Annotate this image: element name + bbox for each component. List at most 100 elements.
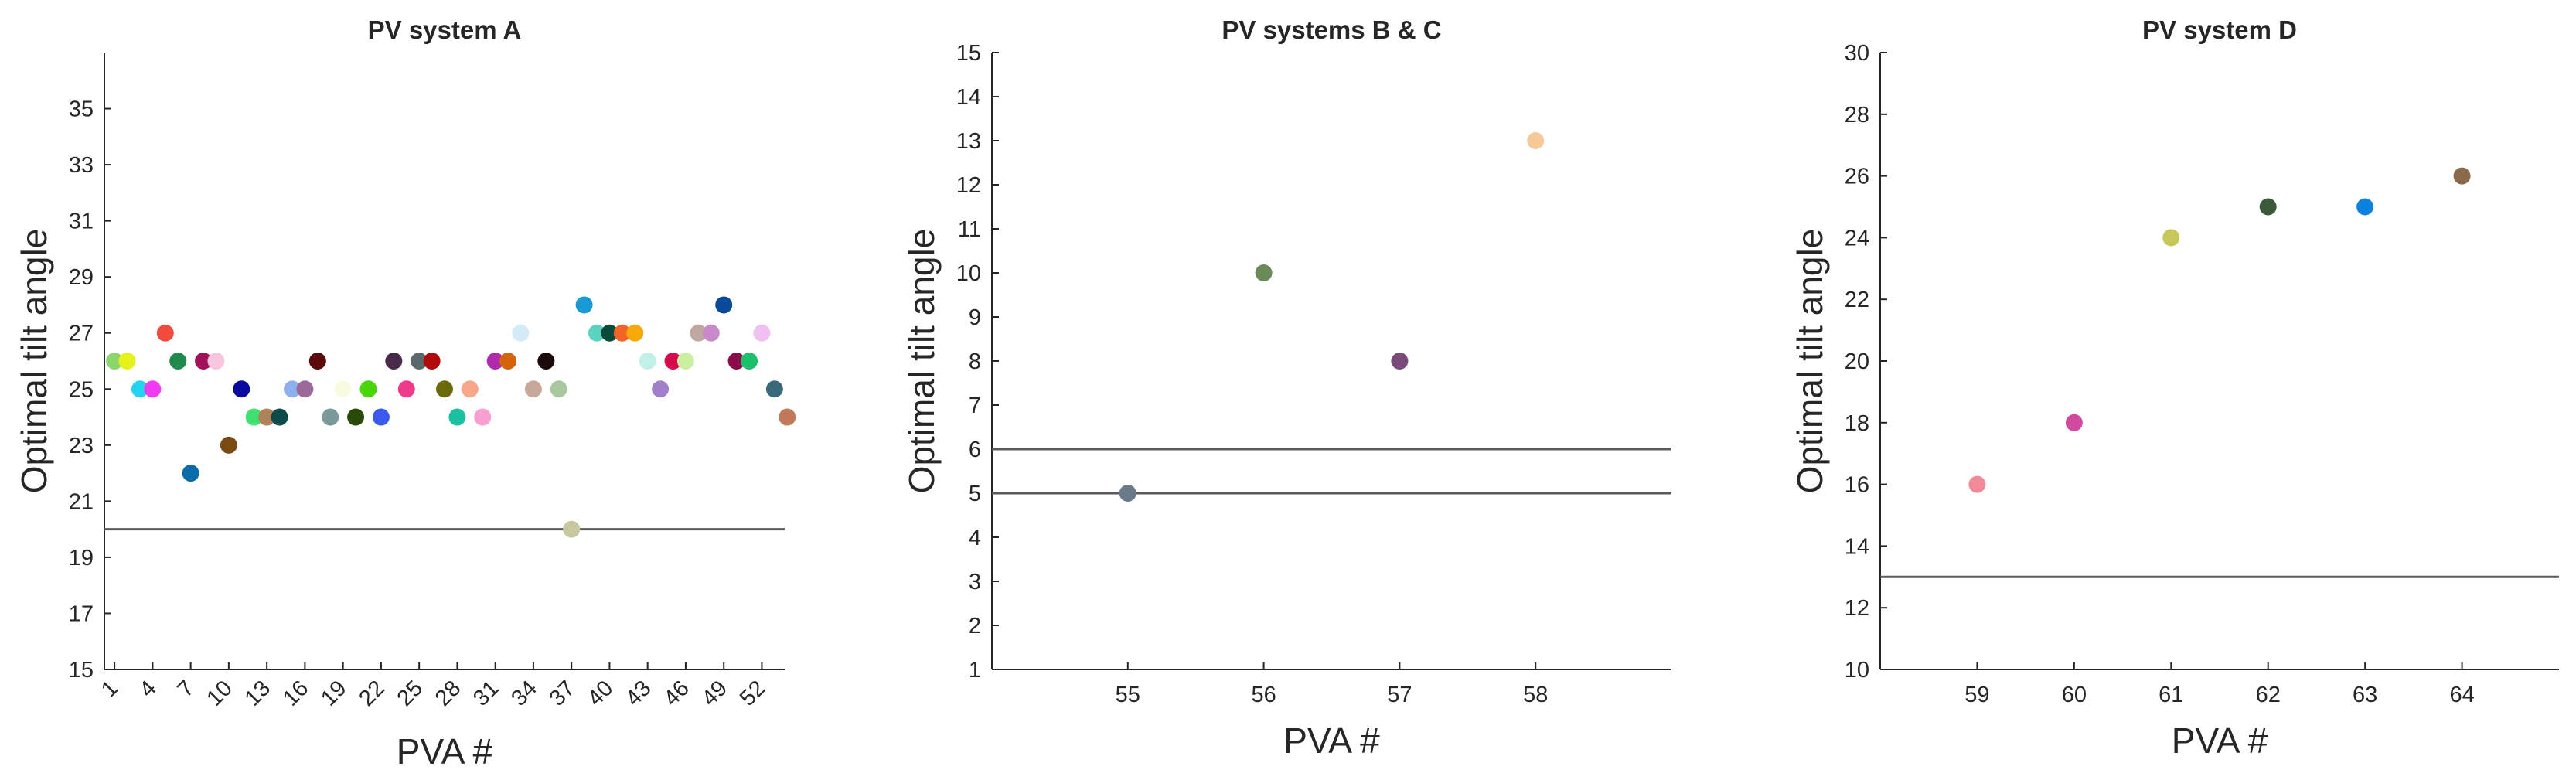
x-tick-label: 62 bbox=[2256, 683, 2281, 707]
y-tick-label: 9 bbox=[969, 305, 981, 330]
y-tick-label: 3 bbox=[969, 570, 981, 594]
y-tick-label: 20 bbox=[1845, 349, 1869, 374]
data-point bbox=[1527, 132, 1545, 149]
data-point bbox=[702, 324, 720, 342]
y-tick-label: 33 bbox=[69, 153, 94, 178]
y-tick-label: 14 bbox=[956, 85, 981, 110]
x-axis-label: PVA # bbox=[2172, 720, 2268, 761]
x-axis-label: PVA # bbox=[1283, 720, 1380, 761]
data-point bbox=[2356, 198, 2374, 216]
data-point bbox=[715, 296, 733, 314]
chart-panel-3: PV system D 10 12 14 16 18 20 22 24 26 28 30 59 60 61 6… bbox=[1790, 15, 2559, 761]
y-tick-label: 25 bbox=[69, 377, 94, 402]
x-tick-label: 25 bbox=[393, 676, 428, 710]
data-point bbox=[423, 353, 441, 370]
data-point bbox=[144, 380, 162, 398]
chart-title: PV systems B & C bbox=[1222, 15, 1441, 44]
x-tick-label: 16 bbox=[278, 676, 313, 710]
data-point bbox=[359, 380, 377, 398]
x-tick-label: 60 bbox=[2062, 683, 2087, 707]
y-axis-label: Optimal tilt angle bbox=[14, 229, 54, 494]
x-tick-label: 55 bbox=[1116, 683, 1140, 707]
data-point bbox=[639, 353, 656, 370]
data-point bbox=[397, 380, 415, 398]
x-tick-label: 56 bbox=[1251, 683, 1276, 707]
y-tick-label: 8 bbox=[969, 349, 981, 374]
y-tick-label: 6 bbox=[969, 438, 981, 462]
data-point bbox=[436, 380, 453, 398]
y-tick-label: 28 bbox=[1845, 103, 1869, 128]
x-tick-label: 61 bbox=[2159, 683, 2183, 707]
y-tick-label: 35 bbox=[69, 97, 94, 122]
y-axis-label: Optimal tilt angle bbox=[1790, 229, 1830, 494]
y-tick-label: 13 bbox=[956, 129, 981, 154]
y-tick-label: 12 bbox=[956, 173, 981, 198]
data-point bbox=[474, 408, 492, 426]
x-tick-label: 40 bbox=[583, 676, 618, 710]
x-tick-label: 63 bbox=[2353, 683, 2377, 707]
x-tick-label: 57 bbox=[1387, 683, 1412, 707]
y-tick-label: 15 bbox=[69, 658, 94, 683]
y-tick-label: 29 bbox=[69, 265, 94, 290]
x-tick-label: 19 bbox=[316, 676, 351, 710]
y-tick-label: 2 bbox=[969, 614, 981, 639]
data-point bbox=[322, 408, 339, 426]
y-tick-label: 14 bbox=[1845, 534, 1869, 559]
y-tick-label: 16 bbox=[1845, 473, 1869, 498]
x-tick-label: 58 bbox=[1523, 683, 1548, 707]
x-tick-label: 49 bbox=[697, 676, 732, 710]
data-point bbox=[486, 353, 504, 370]
chart-title: PV system D bbox=[2142, 15, 2297, 44]
data-point bbox=[448, 408, 466, 426]
data-point bbox=[601, 324, 618, 342]
data-point bbox=[118, 353, 136, 370]
data-point bbox=[245, 408, 263, 426]
data-point bbox=[1119, 485, 1136, 502]
data-point bbox=[550, 380, 567, 398]
data-point bbox=[664, 353, 682, 370]
x-tick-label: 28 bbox=[431, 676, 465, 710]
data-point bbox=[588, 324, 606, 342]
x-tick-label: 4 bbox=[135, 676, 161, 702]
chart-title: PV system A bbox=[368, 15, 522, 44]
data-point bbox=[563, 520, 581, 538]
data-point bbox=[461, 380, 479, 398]
y-tick-label: 4 bbox=[969, 526, 981, 550]
data-point bbox=[308, 353, 326, 370]
y-tick-label: 18 bbox=[1845, 411, 1869, 436]
x-tick-label: 34 bbox=[506, 676, 541, 710]
x-tick-label: 13 bbox=[240, 676, 275, 710]
data-point bbox=[613, 324, 631, 342]
data-point bbox=[411, 353, 428, 370]
data-point bbox=[372, 408, 390, 426]
data-point bbox=[2162, 229, 2180, 247]
data-point bbox=[182, 465, 199, 482]
data-point bbox=[741, 353, 758, 370]
data-point bbox=[385, 353, 403, 370]
y-tick-label: 7 bbox=[969, 393, 981, 418]
data-point bbox=[2453, 167, 2471, 185]
data-point bbox=[131, 380, 148, 398]
y-tick-label: 30 bbox=[1845, 41, 1869, 66]
data-point bbox=[524, 380, 542, 398]
data-point bbox=[1255, 264, 1273, 281]
x-tick-label: 31 bbox=[469, 676, 503, 710]
x-tick-label: 1 bbox=[97, 676, 123, 702]
y-tick-label: 21 bbox=[69, 489, 94, 514]
data-point bbox=[169, 353, 187, 370]
y-tick-label: 15 bbox=[956, 41, 981, 66]
data-point bbox=[156, 324, 174, 342]
data-point bbox=[258, 408, 276, 426]
data-point bbox=[2065, 414, 2083, 431]
data-point bbox=[765, 380, 783, 398]
y-tick-label: 27 bbox=[69, 322, 94, 346]
data-point bbox=[233, 380, 250, 398]
data-point bbox=[271, 408, 288, 426]
y-tick-label: 17 bbox=[69, 601, 94, 626]
data-point bbox=[1391, 353, 1409, 370]
y-tick-label: 1 bbox=[969, 658, 981, 683]
data-point bbox=[652, 380, 670, 398]
data-point bbox=[334, 380, 352, 398]
data-point bbox=[753, 324, 771, 342]
